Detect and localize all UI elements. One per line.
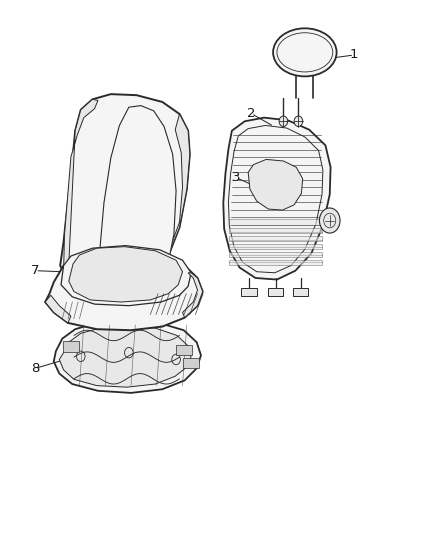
Polygon shape (45, 255, 203, 330)
Text: 3: 3 (232, 171, 240, 184)
Ellipse shape (273, 28, 337, 76)
Polygon shape (293, 288, 308, 296)
Polygon shape (230, 236, 322, 241)
Polygon shape (176, 345, 191, 356)
Polygon shape (230, 220, 322, 225)
Text: 5: 5 (92, 140, 101, 153)
Polygon shape (223, 118, 331, 280)
Polygon shape (98, 106, 176, 287)
Polygon shape (183, 273, 203, 318)
Polygon shape (150, 114, 190, 281)
Text: 8: 8 (31, 362, 39, 375)
Circle shape (294, 116, 303, 126)
Polygon shape (60, 94, 190, 294)
Text: 6: 6 (64, 235, 72, 248)
Polygon shape (59, 326, 191, 387)
Text: 2: 2 (247, 107, 255, 120)
Polygon shape (63, 341, 79, 352)
Circle shape (319, 208, 340, 233)
Polygon shape (69, 247, 183, 302)
Polygon shape (45, 295, 71, 323)
Polygon shape (230, 244, 322, 249)
Polygon shape (61, 246, 191, 306)
Polygon shape (241, 288, 257, 296)
Text: 7: 7 (31, 264, 39, 277)
Circle shape (279, 116, 288, 126)
Text: 1: 1 (350, 49, 358, 61)
Polygon shape (230, 252, 322, 257)
Polygon shape (268, 288, 283, 296)
Polygon shape (54, 320, 201, 393)
Polygon shape (184, 358, 199, 368)
Polygon shape (64, 99, 98, 282)
Text: 4: 4 (133, 99, 141, 112)
Polygon shape (230, 228, 322, 233)
Polygon shape (248, 159, 303, 210)
Polygon shape (230, 260, 322, 265)
